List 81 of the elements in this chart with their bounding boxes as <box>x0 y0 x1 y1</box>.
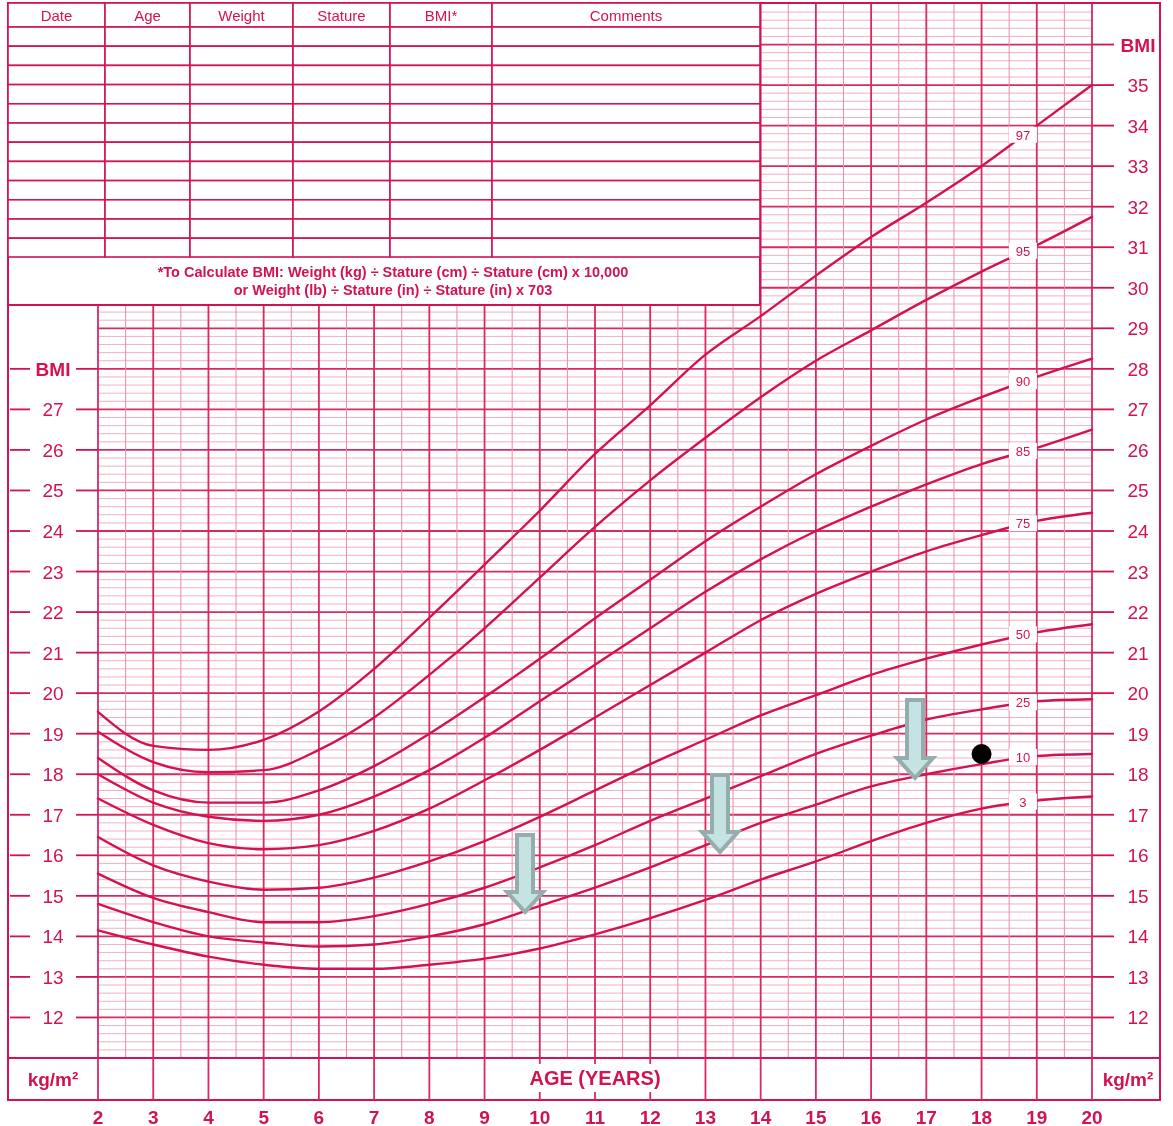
y2-tick-label: 34 <box>1127 115 1149 137</box>
series-label: 50 <box>1015 627 1031 643</box>
y2-tick-label: 14 <box>1127 926 1149 948</box>
x-tick-label: 16 <box>860 1107 882 1126</box>
y2-tick-label: 33 <box>1127 156 1149 178</box>
y2-tick-label: 18 <box>1127 764 1149 786</box>
series-label: 97 <box>1015 127 1031 143</box>
y2-tick-label: 27 <box>1127 399 1149 421</box>
y-tick-label: 13 <box>42 966 64 988</box>
series-label: 75 <box>1015 516 1031 532</box>
series-label: 95 <box>1015 243 1031 259</box>
x-tick-label: 10 <box>529 1107 551 1126</box>
x-tick-label: 12 <box>639 1107 661 1126</box>
y-tick-label: 19 <box>42 723 64 745</box>
x-tick-label: 18 <box>970 1107 993 1126</box>
y2-tick-label: 35 <box>1127 75 1149 97</box>
x-tick-label: 6 <box>313 1107 325 1126</box>
x-tick-label: 17 <box>915 1107 937 1126</box>
y2-tick-label: 30 <box>1127 277 1149 299</box>
y2-tick-label: 32 <box>1127 196 1149 218</box>
y2-tick-label: 29 <box>1127 318 1149 340</box>
x-tick-label: 7 <box>368 1107 380 1126</box>
series-label: 90 <box>1015 374 1031 390</box>
x-tick-label: 15 <box>805 1107 827 1126</box>
text: Date <box>40 7 73 24</box>
y-tick-label: 27 <box>42 399 64 421</box>
text: kg/m² <box>27 1069 79 1090</box>
x-tick-label: 13 <box>694 1107 717 1126</box>
x-tick-label: 3 <box>147 1107 159 1126</box>
y-tick-label: 23 <box>42 561 64 583</box>
x-tick-label: 19 <box>1026 1107 1048 1126</box>
y-tick-label: 18 <box>42 764 64 786</box>
y-tick-label: 26 <box>42 439 64 461</box>
y2-tick-label: 26 <box>1127 439 1149 461</box>
series-label: 25 <box>1015 695 1031 711</box>
x-tick-label: 9 <box>479 1107 490 1126</box>
y2-tick-label: 25 <box>1127 480 1149 502</box>
annotation: or Weight (lb) ÷ Stature (in) ÷ Stature (in) x 703 <box>233 282 553 298</box>
y2-tick-label: 19 <box>1127 723 1149 745</box>
y-tick-label: 21 <box>42 642 64 664</box>
y-tick-label: 20 <box>42 683 64 705</box>
x-tick-label: 14 <box>750 1107 772 1126</box>
y2-tick-label: 17 <box>1127 804 1149 826</box>
y-tick-label: 16 <box>42 845 64 867</box>
y-axis-title: BMI <box>35 358 71 380</box>
y-tick-label: 15 <box>42 885 64 907</box>
x-tick-label: 4 <box>203 1107 215 1126</box>
y2-tick-label: 21 <box>1127 642 1149 664</box>
y2-axis-title: BMI <box>1120 34 1156 56</box>
annotation: Weight <box>218 7 266 24</box>
y-tick-label: 24 <box>42 521 64 542</box>
y2-tick-label: 22 <box>1127 602 1149 624</box>
y-tick-label: 14 <box>42 926 64 948</box>
y2-tick-label: 24 <box>1127 521 1149 542</box>
y2-tick-label: 20 <box>1127 683 1149 705</box>
series-label: 3 <box>1019 794 1027 810</box>
series-label: 85 <box>1015 443 1031 459</box>
y2-tick-label: 15 <box>1127 885 1149 907</box>
x-axis-title: AGE (YEARS) <box>529 1067 661 1089</box>
y2-tick-label: 12 <box>1127 1007 1149 1029</box>
x-tick-label: 2 <box>92 1107 104 1126</box>
annotation: Age <box>134 7 161 24</box>
annotation: *To Calculate BMI: Weight (kg) ÷ Stature (cm) ÷ Stature (cm) x 10,000 <box>157 264 629 280</box>
x-tick-label: 11 <box>584 1107 606 1126</box>
y-tick-label: 22 <box>42 602 64 624</box>
x-tick-label: 8 <box>424 1107 435 1126</box>
text: kg/m² <box>1102 1069 1154 1090</box>
annotation: Stature <box>317 7 366 24</box>
y2-tick-label: 16 <box>1127 845 1149 867</box>
annotation: Comments <box>589 7 663 24</box>
y-tick-label: 17 <box>42 804 64 826</box>
y2-tick-label: 13 <box>1127 966 1149 988</box>
y-tick-label: 25 <box>42 480 64 502</box>
y-tick-label: 12 <box>42 1007 64 1029</box>
annotation: BMI* <box>424 7 458 24</box>
y2-tick-label: 28 <box>1127 358 1149 380</box>
x-tick-label: 5 <box>258 1107 270 1126</box>
y2-tick-label: 23 <box>1127 561 1149 583</box>
x-tick-label: 20 <box>1081 1107 1103 1126</box>
series-label: 10 <box>1015 750 1031 766</box>
y2-tick-label: 31 <box>1127 237 1149 259</box>
